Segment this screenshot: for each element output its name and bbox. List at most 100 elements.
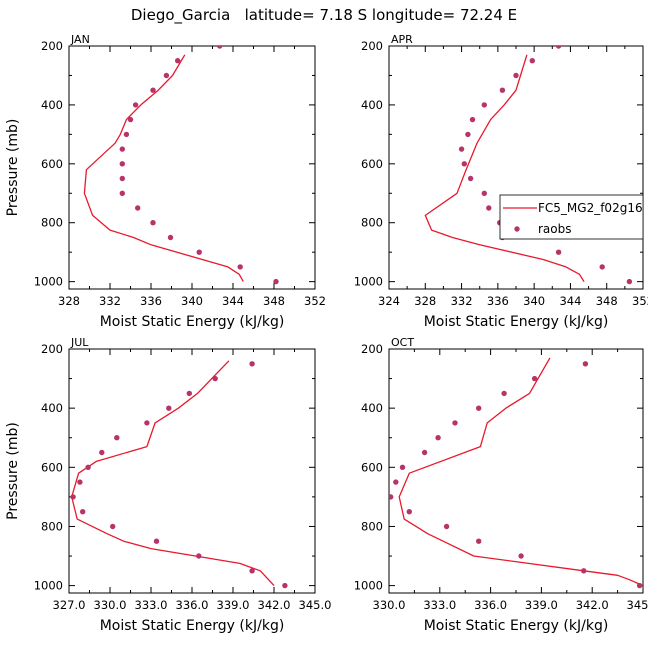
y-axis-label: Pressure (mb) [5,422,21,520]
panel-label: OCT [391,336,414,349]
raobs-point [249,361,255,367]
raobs-point [443,523,450,530]
legend-model-label: FC5_MG2_f02g16 [538,201,643,215]
y-tick-label: 200 [41,39,63,53]
raobs-point [582,361,589,367]
x-tick-label: 345.0 [299,598,332,612]
y-tick-label: 800 [41,519,63,533]
figure-title: Diego_Garcia latitude= 7.18 S longitude=… [131,6,517,25]
raobs-point [282,582,288,589]
x-tick-label: 330.0 [94,598,127,612]
y-tick-label: 400 [41,401,63,415]
x-tick-label: 333.0 [135,598,168,612]
raobs-point [163,72,170,79]
raobs-point [476,538,482,544]
raobs-point [529,58,535,64]
raobs-point [518,553,524,559]
panel-oct: OCT 330.0 333.0 336.0 339.0 342.0 345.0 200 400 6… [354,336,648,634]
raobs-point [166,405,172,411]
y-tick-label: 800 [361,216,383,230]
raobs-point [421,449,428,456]
legend-obs-label: raobs [538,222,572,236]
raobs-point [150,220,156,226]
raobs-point [175,58,181,64]
raobs-point [153,538,160,544]
y-tick-label: 600 [361,157,383,171]
x-tick-label: 327.0 [53,598,86,612]
raobs-point [636,582,643,589]
x-tick-label: 340 [181,294,203,308]
x-tick-label: 336 [140,294,162,308]
raobs-point [196,553,202,559]
raobs-point [465,131,471,138]
raobs-point [150,87,156,93]
raobs-point [119,146,126,152]
y-tick-label: 1000 [34,579,63,593]
x-tick-label: 344 [222,294,244,308]
panel-label: JAN [70,33,90,46]
raobs-point [469,116,476,123]
x-axis-label: Moist Static Energy (kJ/kg) [424,314,609,330]
y-tick-label: 200 [361,342,383,356]
raobs-point [167,234,174,241]
raobs-point [452,420,458,426]
raobs-point [237,264,243,270]
y-tick-label: 1000 [34,275,63,289]
x-tick-label: 339.0 [217,598,250,612]
y-axis-label: Pressure (mb) [5,119,21,217]
model-profile-line [83,54,244,282]
raobs-point [80,509,86,515]
x-tick-label: 332 [451,294,473,308]
panel-label: APR [391,33,413,46]
raobs-point [486,205,492,211]
raobs-point [406,509,412,515]
y-tick-label: 400 [41,98,63,112]
raobs-point [435,435,441,441]
y-tick-label: 600 [361,460,383,474]
raobs-point [531,375,538,382]
raobs-point [501,390,507,397]
x-axis-label: Moist Static Energy (kJ/kg) [100,314,285,330]
raobs-point [132,102,139,108]
plot-area [70,360,288,589]
raobs-point [481,102,487,108]
raobs-point [249,568,255,574]
plot-frame [68,45,316,290]
raobs-point [476,405,482,411]
raobs-point [114,435,120,441]
y-tick-label: 200 [41,342,63,356]
raobs-point [212,375,218,382]
legend-dot-swatch [514,226,520,232]
x-tick-label: 344 [559,294,581,308]
legend-box [499,194,644,240]
raobs-point [85,464,91,470]
x-tick-label: 352 [632,294,648,308]
y-tick-label: 400 [361,98,383,112]
raobs-point [135,205,141,211]
raobs-point [186,390,192,397]
y-tick-label: 200 [361,39,383,53]
plot-frame [68,348,316,594]
raobs-point [555,46,562,49]
x-tick-label: 345.0 [627,598,648,612]
raobs-point [217,46,223,49]
x-tick-label: 340 [523,294,545,308]
x-tick-label: 333.0 [423,598,456,612]
raobs-point [499,87,506,93]
model-profile-line [398,357,643,587]
x-tick-label: 328 [58,294,80,308]
plot-area [424,46,633,285]
plot-area [83,46,279,285]
plot-area [389,357,643,589]
raobs-point [581,568,587,574]
model-profile-line [71,360,275,587]
x-tick-label: 336.0 [176,598,209,612]
x-axis-label: Moist Static Energy (kJ/kg) [424,618,609,634]
raobs-point [599,264,605,270]
raobs-point [555,249,562,255]
panel-jul: JUL 327.0 330.0 333.0 336.0 339.0 342.0 345.0 20… [5,336,331,634]
y-tick-label: 800 [361,519,383,533]
x-tick-label: 348 [596,294,618,308]
